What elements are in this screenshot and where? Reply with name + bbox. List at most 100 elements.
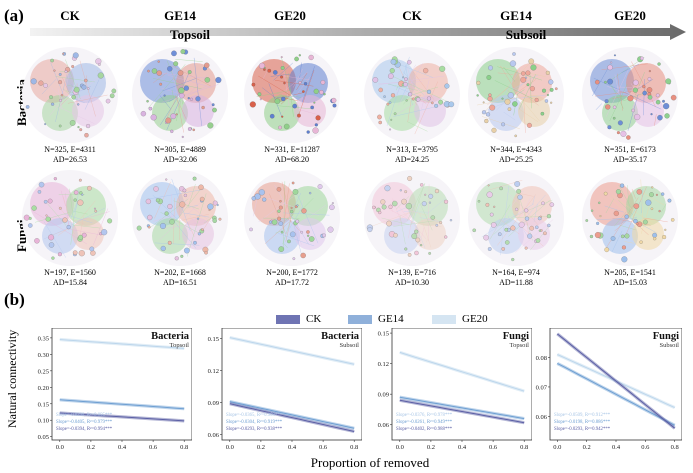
plot-frame [549,328,682,441]
network-cluster [182,95,214,127]
network-node [306,130,310,134]
network-edge [627,185,631,219]
network-cluster [152,95,188,131]
network-node [607,78,613,85]
network-node [160,245,166,251]
network-node [331,202,334,205]
network-node [378,211,382,215]
network-edge [268,197,320,216]
network-node [263,68,266,71]
network-edge [288,72,294,117]
network-node [504,98,511,105]
network-edge [289,218,302,245]
network-edge [619,90,630,95]
network-edge [494,80,533,99]
network-node [50,58,54,63]
network-stats-line1: N=325, E=4311 [44,145,96,154]
network-node [298,54,301,57]
network-stats: N=344, E=4343 AD=25.25 [471,145,561,165]
network-node [524,246,528,250]
network-edge [60,190,66,207]
chart-subtitle: Topsoil [170,342,190,349]
network-edge [640,179,644,226]
network-node [60,93,64,97]
network-cluster [384,95,420,131]
network-node [528,58,535,65]
network-node [204,62,210,68]
y-tick-label: 0.15 [208,336,219,343]
network-stats: N=197, E=1560 AD=15.84 [25,268,115,288]
network-node [182,188,187,193]
network-node [657,62,661,66]
network-node [58,124,62,128]
network-node [207,122,214,129]
network-stats-line2: AD=15.03 [612,278,648,287]
network-node [190,97,193,101]
network-edge [624,241,634,244]
network-edge [654,114,657,126]
network-node [542,88,547,93]
network-node [212,218,217,223]
network-node [170,129,174,133]
network-node [426,89,432,94]
network-stats-line2: AD=32.06 [162,155,198,164]
network-node [322,233,326,238]
network-node [415,237,421,243]
network-node [145,198,151,205]
network-node [175,113,178,116]
network-node [147,214,153,221]
network-node [313,101,316,104]
slope-annotation: Slope=-0.0304, R²=0.919*** [226,419,283,425]
network-node [109,93,115,99]
network-node [670,94,677,101]
network-node [607,125,612,130]
network-edge [301,66,315,103]
network-node [655,93,660,98]
network-node [605,104,611,110]
network-edge [503,215,514,222]
network-cluster [414,95,446,127]
network-node [651,186,654,189]
network-graph [582,170,678,266]
network-stats-line2: AD=17.72 [274,278,310,287]
network-node [62,217,68,223]
network-edge [411,210,428,216]
network-node [589,234,594,239]
network-node [491,127,497,133]
network-node [201,105,205,110]
network-node [514,134,517,138]
network-graph [582,47,678,143]
network-node [449,219,453,222]
network-edge [618,200,634,216]
series-line-ck [59,412,185,422]
network-node [71,94,76,100]
network-edge [595,90,635,97]
network-node [645,199,652,206]
network-node [631,108,635,113]
network-stats: N=205, E=1541 AD=15.03 [585,268,675,288]
network-node [658,209,661,213]
network-node [428,193,434,199]
network-edge [487,86,510,106]
panel-b-label: (b) [4,290,25,309]
network-node [604,99,609,104]
network-node [407,253,412,257]
network-edge [402,71,425,96]
network-cluster [264,218,300,254]
network-node [216,203,219,206]
network-node [274,98,281,104]
network-edge [283,71,308,92]
network-node [501,247,505,251]
network-node [77,103,80,106]
network-node [257,92,262,97]
network-edge [407,207,426,249]
network-node [610,61,613,64]
network-node [78,234,83,240]
network-node [309,191,312,195]
network-edge [533,203,538,223]
network-stats-line1: N=351, E=6173 [604,145,656,154]
network-node [521,71,526,76]
network-edge [618,184,632,209]
network-node [627,95,634,102]
network-edge [294,188,319,244]
